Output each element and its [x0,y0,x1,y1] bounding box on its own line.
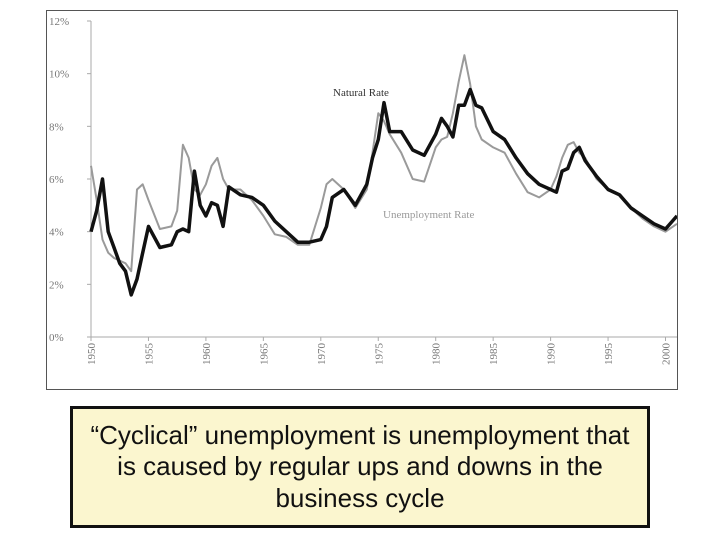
y-tick-label: 12% [49,16,69,28]
x-tick-label: 1985 [488,343,500,366]
series-layer [89,54,677,297]
unemployment-rate-label: Unemployment Rate [383,209,474,221]
y-tick-label: 2% [49,279,64,291]
x-tick-label: 1955 [143,343,155,366]
x-tick-label: 1965 [258,343,270,366]
y-tick-label: 10% [49,69,69,81]
unemployment-line-chart: 0% 2% 4% 6% 8% 10% 12% 1950 1955 1960 1965 1970 1975… [49,16,677,365]
x-tick-label: 2000 [661,343,673,366]
axes: 0% 2% 4% 6% 8% 10% 12% 1950 1955 1960 1965 1970 1975… [49,16,677,365]
x-tick-label: 1960 [201,343,213,366]
natural-rate-line [89,87,677,297]
y-tick-label: 6% [49,174,64,186]
y-tick-label: 4% [49,227,64,239]
y-tick-label: 8% [49,121,64,133]
series-labels: Natural Rate Unemployment Rate [333,87,474,221]
x-tick-label: 1980 [431,343,443,366]
x-tick-label: 1950 [86,343,98,366]
natural-rate-label: Natural Rate [333,87,389,99]
caption-text: “Cyclical” unemployment is unemployment … [90,420,630,513]
x-tick-label: 1970 [316,343,328,366]
x-tick-label: 1990 [546,343,558,366]
x-tick-label: 1975 [373,343,385,366]
x-tick-label: 1995 [603,343,615,366]
chart-frame: 0% 2% 4% 6% 8% 10% 12% 1950 1955 1960 1965 1970 1975… [46,10,678,390]
y-tick-label: 0% [49,332,64,344]
caption-box: “Cyclical” unemployment is unemployment … [70,406,650,528]
